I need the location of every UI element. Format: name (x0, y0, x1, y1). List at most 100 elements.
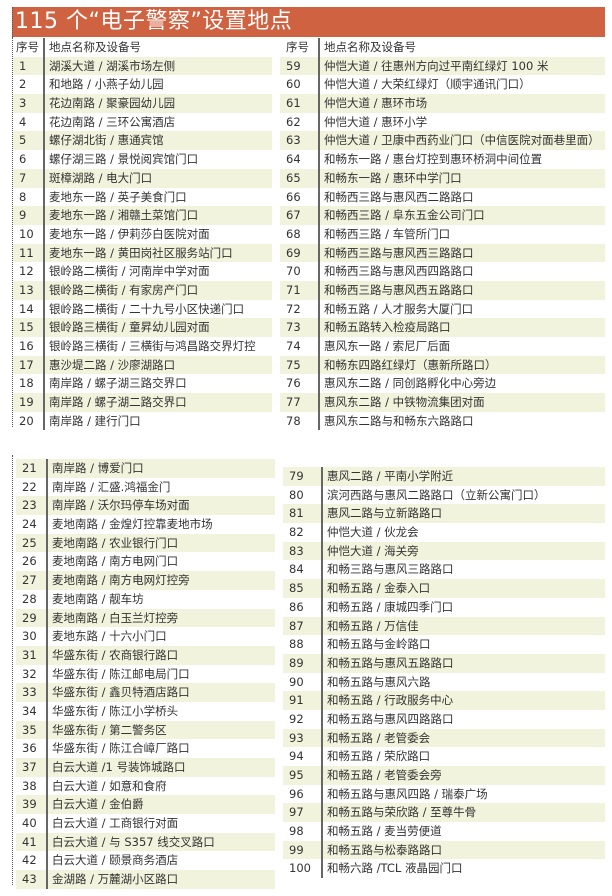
column-divider (46, 627, 48, 646)
table-bottom-right: 79 惠风二路 / 平南小学附近 80 滨河西路与惠风二路路口（立新公寓门口） 81 惠风… (283, 467, 605, 879)
row-number: 31 (22, 647, 37, 662)
column-divider (318, 206, 320, 225)
location-name: 麦地东一路 / 伊莉莎白医院对面 (49, 226, 210, 241)
location-name: 南岸路 / 沃尔玛停车场对面 (52, 498, 190, 513)
location-name: 和畅五路 / 老管委会旁 (327, 768, 442, 782)
table-row: 97 和畅五路与荣欣路 / 至尊牛骨 (283, 803, 605, 823)
column-divider (321, 653, 323, 673)
table-row: 78 惠风东二路与和畅东六路路口 (280, 411, 605, 431)
location-name: 和畅五路 / 老管委会 (327, 730, 431, 745)
column-divider (46, 608, 48, 628)
row-number: 95 (289, 768, 304, 782)
table-row: 76 惠风东二路 / 同创路孵化中心旁边 (280, 374, 605, 394)
location-name: 和畅西三路 / 车管所门口 (324, 226, 451, 241)
location-name: 南岸路 / 螺子湖二路交界口 (49, 395, 187, 410)
column-divider (46, 758, 48, 777)
row-number: 84 (289, 562, 304, 577)
location-name: 惠风东二路与和畅东六路路口 (324, 413, 474, 428)
location-name: 螺仔湖北街 / 惠通宾馆 (49, 133, 164, 148)
row-number: 12 (19, 264, 34, 279)
row-number: 73 (286, 320, 301, 335)
column-divider (318, 411, 320, 431)
table-row: 62 仲恺大道 / 惠环小学 (280, 112, 605, 132)
row-number: 74 (286, 339, 301, 353)
row-number: 72 (286, 301, 301, 316)
column-divider (43, 243, 45, 263)
location-name: 花边南路 / 三环公寓酒店 (49, 114, 176, 129)
row-number: 2 (19, 77, 27, 92)
table-row: 32 华盛东街 / 陈江邮电局门口 (16, 664, 275, 684)
column-divider (43, 355, 45, 375)
table-row: 81 惠风二路与立新路路口 (283, 504, 605, 524)
table-row: 38 白云大道 / 如意和食府 (16, 776, 275, 796)
column-divider (46, 552, 48, 572)
table-row: 5 螺仔湖北街 / 惠通宾馆 (13, 131, 272, 151)
location-name: 和畅五路 / 金泰入口 (327, 581, 431, 596)
column-divider (321, 859, 323, 879)
table-row: 10 麦地东一路 / 伊莉莎白医院对面 (13, 224, 272, 244)
column-divider (43, 75, 45, 95)
column-divider (46, 832, 48, 852)
row-number: 79 (289, 469, 304, 483)
table-row: 28 麦地南路 / 靓车坊 (16, 589, 275, 609)
row-number: 33 (22, 685, 37, 700)
table-row: 43 金湖路 / 万麓湖小区路口 (16, 870, 275, 889)
row-number: 67 (286, 208, 301, 223)
table-row: 42 白云大道 / 颐景商务酒店 (16, 851, 275, 871)
table-row: 64 和畅东一路 / 惠台灯控到惠环桥洞中间位置 (280, 150, 605, 169)
column-divider (318, 38, 320, 57)
table-row: 93 和畅五路 / 老管委会 (283, 728, 605, 748)
location-name: 麦地东路 / 十六小门口 (52, 629, 167, 644)
location-name: 和畅五路 / 麦当劳便道 (327, 824, 442, 839)
table-row: 86 和畅五路 / 康城四季门口 (283, 597, 605, 617)
table-row: 98 和畅五路 / 麦当劳便道 (283, 822, 605, 841)
column-divider (321, 766, 323, 785)
column-divider (318, 374, 320, 394)
column-divider (43, 337, 45, 356)
table-bottom-left: 21 南岸路 / 博爱门口 22 南岸路 / 汇盛.鸿福金门 23 南岸路 / 沃尔玛停车… (16, 459, 275, 889)
row-number: 39 (22, 797, 37, 812)
row-number: 81 (289, 506, 304, 521)
row-number: 5 (19, 133, 27, 148)
column-divider (43, 168, 45, 188)
table-row: 7 斑樟湖路 / 电大门口 (13, 168, 272, 188)
table-row: 67 和畅西三路 / 阜东五金公司门口 (280, 206, 605, 225)
page-title: 115 个“电子警察”设置地点 (12, 7, 605, 37)
column-divider (46, 701, 48, 721)
row-number: 9 (19, 208, 27, 223)
table-row: 60 仲恺大道 / 大荣红绿灯（顺宇通讯门口） (280, 75, 605, 95)
column-divider (46, 589, 48, 609)
location-name: 和畅西三路 / 阜东五金公司门口 (324, 208, 485, 223)
table-row: 79 惠风二路 / 平南小学附近 (283, 467, 605, 486)
location-name: 和畅五路 / 行政服务中心 (327, 693, 454, 708)
location-name: 南岸路 / 汇盛.鸿福金门 (52, 479, 171, 494)
table-row: 100 和畅六路 /TCL 液晶园门口 (283, 859, 605, 879)
row-number: 90 (289, 674, 304, 689)
row-number: 3 (19, 96, 27, 111)
table-row: 2 和地路 / 小燕子幼儿园 (13, 75, 272, 95)
table-row: 36 华盛东街 / 陈江合嶂厂路口 (16, 739, 275, 758)
row-number: 64 (286, 152, 301, 167)
location-name: 白云大道 / 如意和食府 (52, 778, 167, 793)
column-divider (46, 683, 48, 702)
table-row: 68 和畅西三路 / 车管所门口 (280, 224, 605, 244)
table-row: 66 和畅西三路与惠风西二路路口 (280, 187, 605, 207)
column-divider (46, 739, 48, 758)
row-number: 66 (286, 189, 301, 204)
row-number: 17 (19, 357, 34, 372)
location-name: 和畅五路 / 人才服务大厦门口 (324, 301, 474, 316)
location-name: 和畅东四路红绿灯（惠新所路口） (324, 357, 497, 372)
location-name: 麦地南路 / 靓车坊 (52, 591, 144, 606)
location-name: 和畅六路 /TCL 液晶园门口 (327, 861, 463, 876)
location-name: 金湖路 / 万麓湖小区路口 (52, 872, 179, 887)
column-divider (318, 56, 320, 76)
table-header: 序号 地点名称及设备号 (13, 38, 272, 57)
column-divider (46, 459, 48, 478)
row-number: 69 (286, 245, 301, 260)
location-name: 和畅五路与惠风四路路口 (327, 711, 454, 726)
column-divider (318, 337, 320, 356)
row-number: 78 (286, 413, 301, 428)
location-name: 和畅东一路 / 惠台灯控到惠环桥洞中间位置 (324, 152, 543, 167)
row-number: 20 (19, 413, 34, 428)
location-name: 和畅五路与惠风五路路口 (327, 655, 454, 670)
